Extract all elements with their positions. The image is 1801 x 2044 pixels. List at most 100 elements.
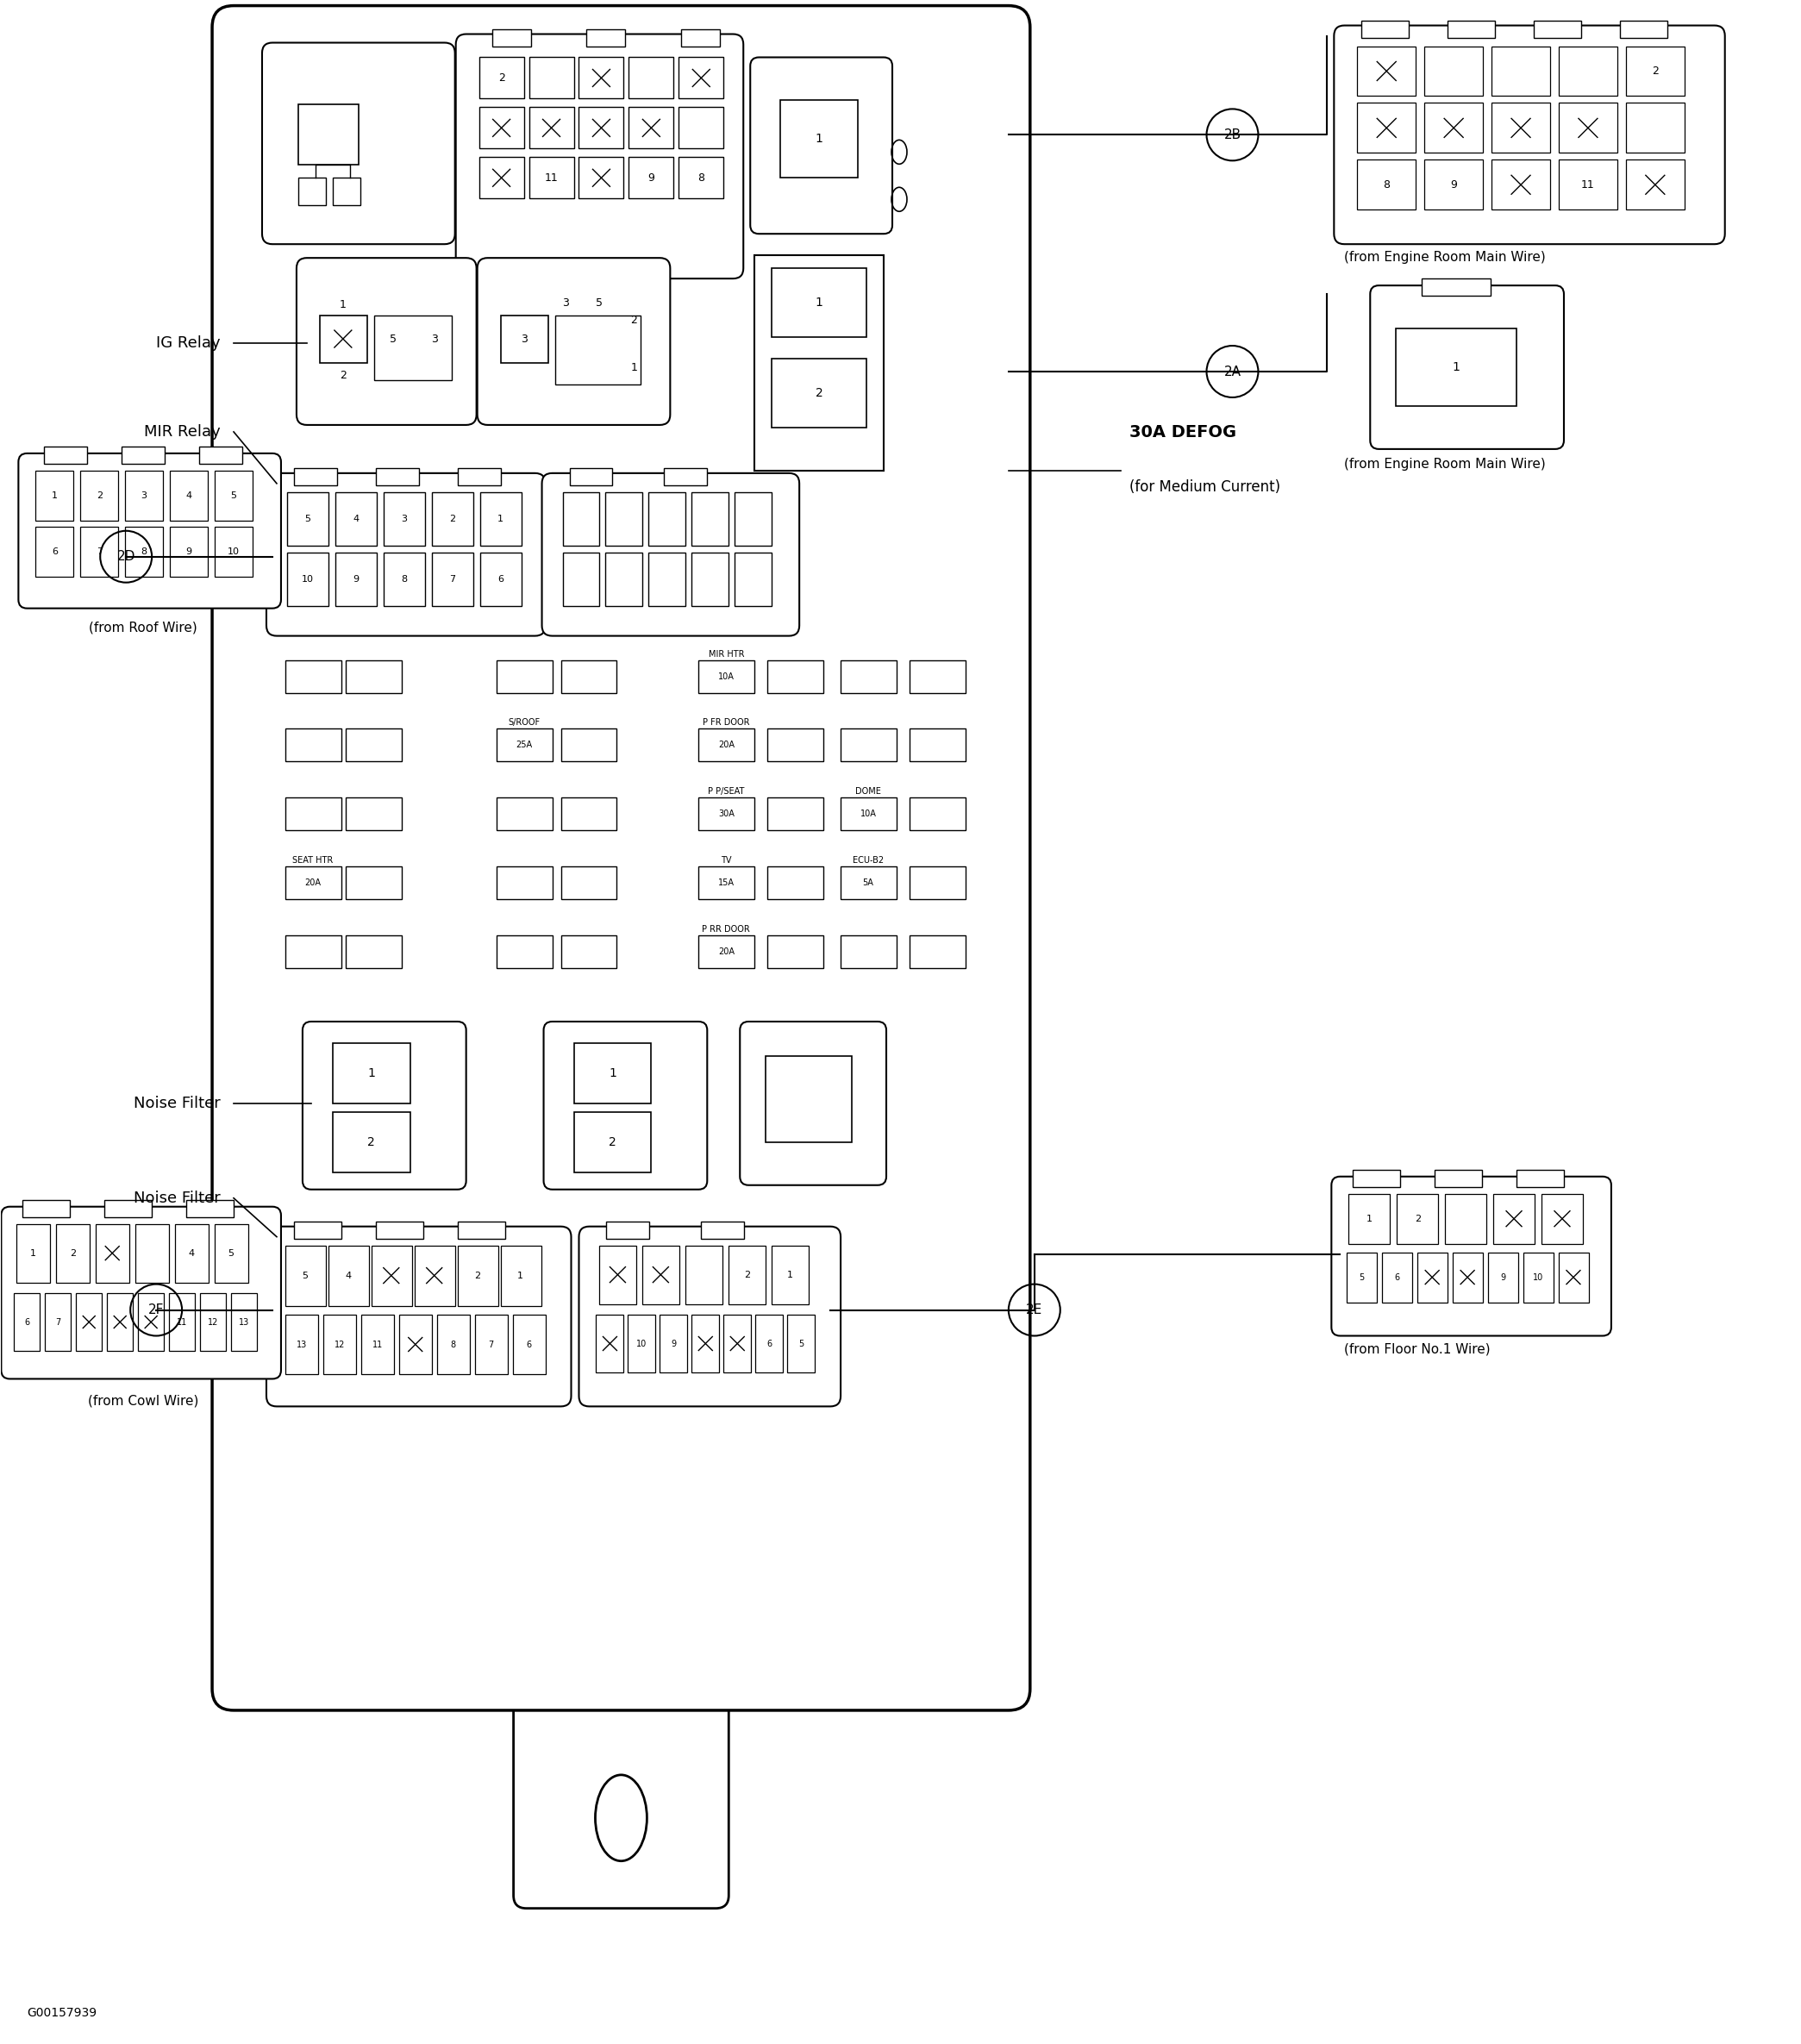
Text: 11: 11 [544, 172, 558, 184]
Text: 1: 1 [367, 1067, 375, 1079]
Text: 2: 2 [70, 1249, 76, 1257]
Text: 20A: 20A [304, 879, 321, 887]
Text: 3: 3 [140, 491, 148, 501]
Bar [699, 867, 755, 899]
FancyBboxPatch shape [213, 6, 1030, 1711]
FancyBboxPatch shape [263, 43, 456, 243]
FancyBboxPatch shape [2, 1206, 281, 1380]
FancyBboxPatch shape [456, 35, 744, 278]
Text: 13: 13 [240, 1318, 249, 1327]
Bar [497, 936, 553, 969]
Bar [773, 268, 866, 337]
Text: 2: 2 [1414, 1214, 1421, 1222]
Bar [562, 493, 600, 546]
Bar [231, 1292, 258, 1351]
Bar [294, 1222, 340, 1239]
Bar [45, 446, 86, 464]
Bar [681, 29, 720, 47]
FancyBboxPatch shape [18, 454, 281, 609]
Bar [1626, 102, 1684, 153]
Bar [1435, 1169, 1482, 1188]
Bar [596, 1314, 623, 1374]
Bar [587, 29, 625, 47]
Bar [1358, 159, 1416, 211]
Text: 8: 8 [697, 172, 704, 184]
Bar [1626, 47, 1684, 96]
Bar [475, 1314, 508, 1374]
Bar [1558, 47, 1617, 96]
Bar [285, 1245, 326, 1306]
Bar [1425, 159, 1482, 211]
Text: 9: 9 [186, 548, 193, 556]
Bar [575, 1112, 652, 1171]
Bar [910, 797, 965, 830]
Bar [735, 493, 773, 546]
Bar [1491, 159, 1551, 211]
Text: 8: 8 [450, 1341, 456, 1349]
Bar [841, 660, 897, 693]
Bar [629, 157, 674, 198]
Bar [600, 1245, 636, 1304]
Bar [457, 1245, 499, 1306]
FancyBboxPatch shape [477, 258, 670, 425]
Bar [910, 730, 965, 762]
Bar [1558, 159, 1617, 211]
Bar [665, 468, 708, 484]
Text: 6: 6 [52, 548, 58, 556]
Text: (from Cowl Wire): (from Cowl Wire) [88, 1394, 198, 1406]
Text: 5: 5 [303, 1271, 308, 1280]
Bar [605, 552, 643, 605]
Text: 8: 8 [1383, 180, 1390, 190]
Text: 1: 1 [497, 515, 504, 523]
Bar [773, 1245, 809, 1304]
Text: 5: 5 [798, 1339, 803, 1347]
FancyBboxPatch shape [303, 1022, 466, 1190]
Text: 2: 2 [744, 1271, 749, 1280]
Bar [1444, 1194, 1486, 1243]
FancyBboxPatch shape [751, 57, 891, 233]
Bar [335, 493, 376, 546]
Bar [346, 936, 402, 969]
Bar [76, 1292, 103, 1351]
Bar [1491, 102, 1551, 153]
Text: 25A: 25A [515, 740, 531, 750]
Bar [773, 358, 866, 427]
Bar [1425, 102, 1482, 153]
Bar [200, 446, 243, 464]
Bar [562, 552, 600, 605]
Bar [285, 797, 340, 830]
Text: 2: 2 [609, 1136, 616, 1149]
Bar [529, 106, 575, 149]
Bar [360, 1314, 394, 1374]
Bar [1488, 1253, 1518, 1302]
Bar [375, 315, 452, 380]
Bar [910, 936, 965, 969]
Bar [333, 1042, 411, 1104]
Text: 12: 12 [207, 1318, 218, 1327]
Bar [497, 867, 553, 899]
Text: 5: 5 [389, 333, 396, 345]
Bar [735, 552, 773, 605]
Bar [376, 468, 420, 484]
Text: 1: 1 [609, 1067, 616, 1079]
Bar [333, 1112, 411, 1171]
Bar [692, 552, 729, 605]
Bar [629, 106, 674, 149]
Text: 3: 3 [402, 515, 407, 523]
Text: 5: 5 [229, 1249, 234, 1257]
FancyBboxPatch shape [1371, 286, 1563, 450]
Bar [376, 1222, 423, 1239]
Text: G00157939: G00157939 [27, 2007, 97, 2019]
Bar [106, 1292, 133, 1351]
Bar [1542, 1194, 1583, 1243]
Bar [560, 797, 616, 830]
Bar [126, 527, 164, 576]
Bar [122, 446, 164, 464]
Text: 9: 9 [353, 574, 358, 583]
Bar [575, 1042, 652, 1104]
Bar [135, 1224, 169, 1282]
Bar [214, 527, 252, 576]
Bar [479, 493, 520, 546]
Text: 2: 2 [367, 1136, 375, 1149]
Bar [1493, 1194, 1534, 1243]
